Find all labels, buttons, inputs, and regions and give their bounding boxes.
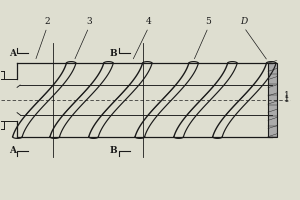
Text: 4: 4 [146,17,152,26]
Text: 1: 1 [284,91,290,100]
Text: A: A [9,49,16,58]
Text: A: A [9,146,16,155]
Text: B: B [110,146,117,155]
Text: B: B [110,49,117,58]
Text: 5: 5 [205,17,211,26]
Text: 3: 3 [86,17,92,26]
Text: 1: 1 [284,95,290,104]
Bar [268,63,277,137]
Text: D: D [240,17,248,26]
Text: 2: 2 [44,17,50,26]
